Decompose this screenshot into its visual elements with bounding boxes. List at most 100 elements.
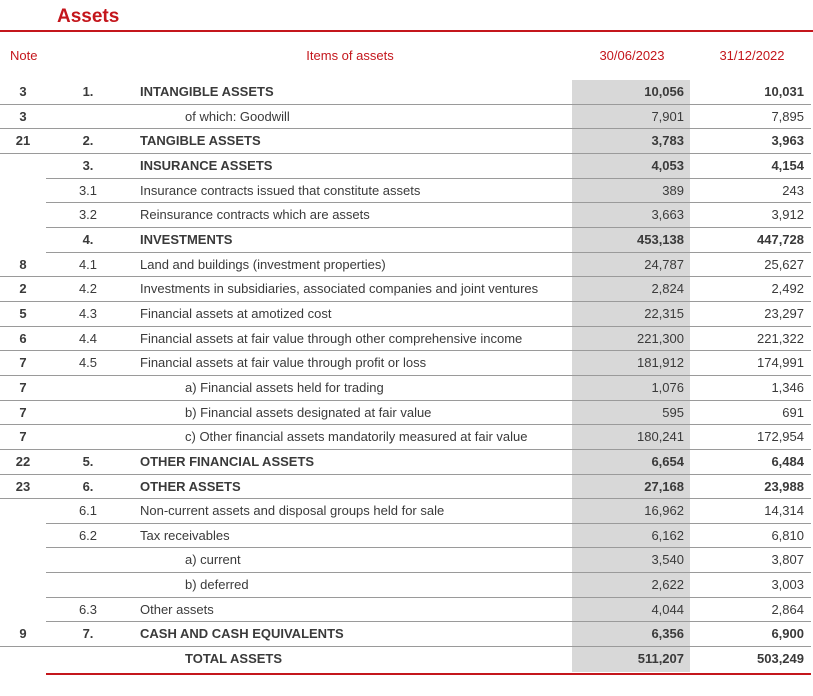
row-divider	[0, 152, 811, 154]
row-note: 7	[19, 404, 27, 420]
row-number: 3.1	[78, 182, 98, 198]
row-number: 4.5	[78, 355, 98, 371]
row-divider	[0, 424, 811, 426]
row-label: CASH AND CASH EQUIVALENTS	[140, 626, 344, 642]
table-row: 3.2 Reinsurance contracts which are asset…	[0, 203, 813, 228]
row-value-2023: 511,207	[637, 651, 684, 667]
row-label: INSURANCE ASSETS	[140, 157, 273, 173]
row-label: Financial assets at fair value through o…	[140, 330, 523, 346]
table-row: 7 b) Financial assets designated at fair …	[0, 401, 813, 426]
row-label: Reinsurance contracts which are assets	[140, 207, 370, 223]
row-value-2023: 595	[662, 404, 684, 420]
table-row: 3. INSURANCE ASSETS 4,053 4,154	[0, 154, 813, 179]
row-divider	[0, 276, 811, 278]
row-divider	[0, 374, 811, 376]
table-row: 5 4.3 Financial assets at amotized cost 22,…	[0, 302, 813, 327]
row-divider	[46, 547, 811, 549]
table-row: 9 7. CASH AND CASH EQUIVALENTS 6,356 6,900	[0, 622, 813, 648]
row-value-2022: 6,900	[771, 626, 804, 642]
row-divider	[46, 251, 811, 253]
row-value-2022: 4,154	[771, 157, 804, 173]
row-divider	[46, 572, 811, 574]
row-value-2022: 447,728	[757, 231, 804, 247]
row-value-2023: 4,053	[651, 157, 684, 173]
row-value-2023: 22,315	[644, 305, 684, 321]
row-label: b) Financial assets designated at fair v…	[185, 404, 432, 420]
row-number: 6.	[82, 478, 94, 494]
row-divider	[46, 596, 811, 598]
row-label: OTHER ASSETS	[140, 478, 241, 494]
row-label: Land and buildings (investment propertie…	[140, 256, 386, 272]
table-row: 8 4.1 Land and buildings (investment prope…	[0, 253, 813, 278]
row-number: 4.2	[78, 281, 98, 297]
row-value-2023: 3,663	[651, 207, 684, 223]
table-row: 4. INVESTMENTS 453,138 447,728	[0, 228, 813, 253]
row-value-2022: 14,314	[764, 503, 804, 519]
page-title: Assets	[57, 6, 120, 27]
table-row: 7 a) Financial assets held for trading 1,0…	[0, 376, 813, 401]
row-label: TOTAL ASSETS	[185, 651, 283, 667]
row-label: a) current	[185, 552, 241, 568]
table-row: 6.2 Tax receivables 6,162 6,810	[0, 524, 813, 549]
row-value-2023: 181,912	[637, 355, 684, 371]
row-label: Financial assets at amotized cost	[140, 305, 332, 321]
row-value-2022: 3,807	[771, 552, 804, 568]
assets-table: 3 1. INTANGIBLE ASSETS 10,056 10,031 3 of whic…	[0, 80, 813, 672]
row-value-2022: 221,322	[757, 330, 804, 346]
row-value-2023: 180,241	[637, 429, 684, 445]
row-label: Financial assets at fair value through p…	[140, 355, 427, 371]
row-label: Insurance contracts issued that constitu…	[140, 182, 421, 198]
row-divider	[0, 498, 811, 500]
row-number: 4.1	[78, 256, 98, 272]
row-divider	[0, 399, 811, 401]
row-note: 21	[15, 133, 31, 149]
row-label: INVESTMENTS	[140, 231, 233, 247]
row-note: 3	[19, 108, 27, 124]
row-value-2023: 6,162	[651, 527, 684, 543]
row-number: 3.	[82, 157, 94, 173]
row-number: 4.3	[78, 305, 98, 321]
row-value-2022: 25,627	[764, 256, 804, 272]
table-row: 7 4.5 Financial assets at fair value throu…	[0, 351, 813, 376]
row-value-2023: 2,824	[651, 281, 684, 297]
row-value-2022: 10,031	[764, 84, 804, 99]
row-divider	[46, 621, 811, 623]
row-value-2023: 10,056	[644, 84, 684, 99]
row-value-2022: 23,988	[764, 478, 804, 494]
table-row: 3 1. INTANGIBLE ASSETS 10,056 10,031	[0, 80, 813, 105]
table-row: 7 c) Other financial assets mandatorily m…	[0, 425, 813, 450]
row-note: 8	[19, 256, 27, 272]
row-label: a) Financial assets held for trading	[185, 379, 384, 395]
row-value-2023: 3,540	[651, 552, 684, 568]
table-row: 6.3 Other assets 4,044 2,864	[0, 598, 813, 623]
row-label: Non-current assets and disposal groups h…	[140, 503, 445, 519]
row-label: Tax receivables	[140, 527, 230, 543]
row-label: Investments in subsidiaries, associated …	[140, 281, 539, 297]
row-value-2023: 24,787	[644, 256, 684, 272]
row-number: 5.	[82, 453, 94, 469]
title-divider	[0, 30, 813, 32]
row-note: 3	[19, 84, 27, 99]
row-value-2022: 2,864	[771, 601, 804, 617]
table-row: 23 6. OTHER ASSETS 27,168 23,988	[0, 475, 813, 500]
row-number: 4.	[82, 231, 94, 247]
row-value-2022: 7,895	[771, 108, 804, 124]
table-row: 3 of which: Goodwill 7,901 7,895	[0, 105, 813, 130]
row-value-2022: 1,346	[771, 379, 804, 395]
row-note: 6	[19, 330, 27, 346]
row-value-2022: 23,297	[764, 305, 804, 321]
table-row: b) deferred 2,622 3,003	[0, 573, 813, 598]
row-value-2022: 172,954	[757, 429, 804, 445]
row-number: 1.	[82, 84, 94, 99]
row-divider	[0, 646, 811, 648]
row-note: 5	[19, 305, 27, 321]
row-value-2023: 1,076	[651, 379, 684, 395]
table-row: 3.1 Insurance contracts issued that const…	[0, 179, 813, 204]
row-divider	[0, 300, 811, 302]
row-value-2023: 6,654	[651, 453, 684, 469]
header-note: Note	[10, 48, 38, 63]
table-row: TOTAL ASSETS 511,207 503,249	[0, 647, 813, 672]
header-items: Items of assets	[306, 48, 394, 63]
row-value-2022: 6,484	[771, 453, 804, 469]
row-note: 23	[15, 478, 31, 494]
